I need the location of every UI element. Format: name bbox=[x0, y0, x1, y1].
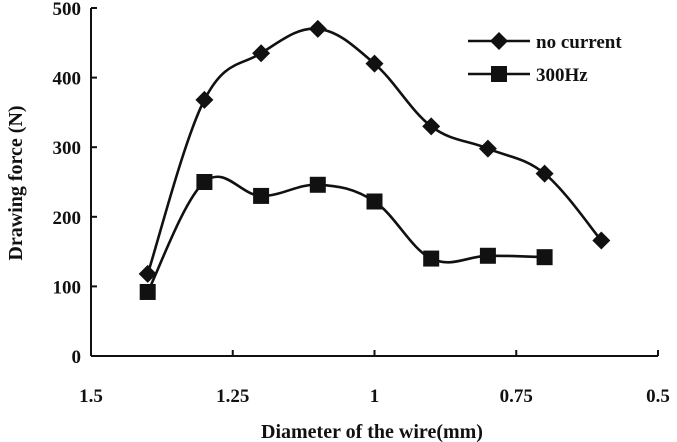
y-tick-label: 100 bbox=[53, 277, 82, 298]
data-point-no-current bbox=[308, 19, 327, 38]
data-point-300hz bbox=[423, 250, 440, 267]
data-point-300hz bbox=[366, 193, 383, 210]
x-tick-label: 0.5 bbox=[646, 386, 670, 407]
data-point-no-current bbox=[365, 54, 384, 73]
x-tick-label: 1.25 bbox=[216, 386, 249, 407]
y-tick-label: 400 bbox=[53, 69, 82, 90]
data-point-no-current bbox=[138, 264, 157, 283]
series-no-current bbox=[138, 19, 611, 283]
data-point-no-current bbox=[422, 117, 441, 136]
data-point-no-current bbox=[535, 164, 554, 183]
legend-item-300hz: 300Hz bbox=[468, 65, 588, 86]
x-axis-label: Diameter of the wire(mm) bbox=[261, 421, 483, 442]
legend-marker-no-current bbox=[490, 32, 508, 50]
data-point-no-current bbox=[195, 90, 214, 109]
axis-ticks: 0 100 200 300 400 500 1.5 1.25 1 0.75 0.5 bbox=[53, 0, 670, 407]
legend-label-no-current: no current bbox=[536, 32, 622, 53]
y-tick-label: 200 bbox=[53, 208, 82, 229]
data-point-300hz bbox=[139, 283, 156, 300]
legend: no current 300Hz bbox=[468, 32, 622, 86]
y-axis-label: Drawing force (N) bbox=[5, 105, 27, 260]
data-point-300hz bbox=[309, 176, 326, 193]
legend-item-no-current: no current bbox=[468, 32, 622, 53]
legend-label-300hz: 300Hz bbox=[536, 65, 588, 86]
legend-marker-300hz bbox=[491, 66, 507, 82]
y-tick-label: 0 bbox=[72, 347, 82, 368]
x-tick-label: 1.5 bbox=[79, 386, 103, 407]
data-point-300hz bbox=[479, 247, 496, 264]
series-300hz bbox=[139, 174, 553, 300]
x-tick-label: 1 bbox=[370, 386, 380, 407]
series-layer bbox=[138, 19, 611, 300]
series-line-300hz bbox=[146, 175, 545, 293]
data-point-300hz bbox=[196, 174, 213, 190]
data-point-no-current bbox=[478, 139, 497, 158]
data-point-no-current bbox=[252, 44, 271, 63]
y-tick-label: 500 bbox=[53, 0, 82, 20]
data-point-300hz bbox=[536, 249, 553, 266]
x-tick-label: 0.75 bbox=[500, 386, 533, 407]
y-tick-label: 300 bbox=[53, 138, 82, 159]
data-point-no-current bbox=[592, 231, 611, 250]
data-point-300hz bbox=[253, 187, 270, 204]
